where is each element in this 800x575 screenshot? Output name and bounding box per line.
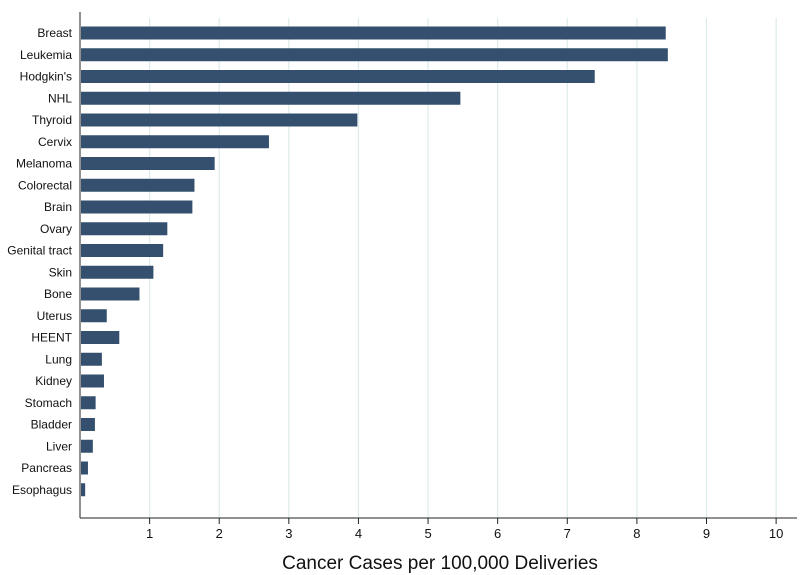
category-label: Kidney <box>35 374 72 388</box>
bar-genital-tract <box>81 244 164 257</box>
category-label: Skin <box>49 265 72 279</box>
bar-pancreas <box>81 461 88 475</box>
bar-brain <box>81 200 193 214</box>
x-tick-label: 1 <box>146 526 153 541</box>
bar-uterus <box>81 309 107 323</box>
x-tick-label: 9 <box>703 526 710 541</box>
bar-stomach <box>81 396 96 410</box>
bar-esophagus <box>81 483 86 497</box>
category-label: Ovary <box>40 222 72 236</box>
x-tick-label: 6 <box>494 526 501 541</box>
category-label: HEENT <box>31 331 72 345</box>
bar-cervix <box>81 135 269 149</box>
category-label: Leukemia <box>20 48 72 62</box>
category-label: Brain <box>44 200 72 214</box>
category-label: Liver <box>46 439 72 453</box>
category-label: Bladder <box>31 418 72 432</box>
category-label: Stomach <box>25 396 72 410</box>
category-label: Genital tract <box>7 244 72 258</box>
bar-leukemia <box>81 48 668 62</box>
category-label: Lung <box>45 352 72 366</box>
bar-ovary <box>81 222 168 236</box>
x-tick-label: 10 <box>769 526 783 541</box>
bar-kidney <box>81 374 104 388</box>
x-tick-labels: 1 2 3 4 5 6 7 8 9 10 <box>146 526 783 541</box>
category-label: Colorectal <box>18 178 72 192</box>
category-labels: Breast Leukemia Hodgkin's NHL Thyroid Cervix M… <box>7 26 72 497</box>
x-tick-label: 8 <box>633 526 640 541</box>
x-tick-label: 5 <box>424 526 431 541</box>
category-label: Esophagus <box>12 483 72 497</box>
category-label: Pancreas <box>21 461 72 475</box>
axes <box>79 12 797 524</box>
x-tick-label: 2 <box>216 526 223 541</box>
bar-lung <box>81 352 102 366</box>
category-label: Melanoma <box>16 157 72 171</box>
category-label: Uterus <box>37 309 72 323</box>
bar-bladder <box>81 418 95 431</box>
category-label: NHL <box>48 91 72 105</box>
x-axis-title: Cancer Cases per 100,000 Deliveries <box>282 553 598 574</box>
category-label: Bone <box>44 287 72 301</box>
bar-skin <box>81 265 154 279</box>
category-label: Breast <box>37 26 72 40</box>
bar-bone <box>81 287 140 301</box>
bar-thyroid <box>81 113 358 127</box>
x-tick-label: 4 <box>355 526 362 541</box>
category-label: Cervix <box>38 135 72 149</box>
bar-colorectal <box>81 178 195 192</box>
bar-liver <box>81 439 93 453</box>
bar-nhl <box>81 91 461 105</box>
category-label: Hodgkin's <box>20 70 72 84</box>
bar-breast <box>81 26 666 40</box>
bars <box>81 26 668 497</box>
bar-heent <box>81 331 120 344</box>
category-label: Thyroid <box>32 113 72 127</box>
x-tick-label: 3 <box>285 526 292 541</box>
bar-melanoma <box>81 157 215 170</box>
x-tick-label: 7 <box>564 526 571 541</box>
bar-hodgkin-s <box>81 70 595 83</box>
